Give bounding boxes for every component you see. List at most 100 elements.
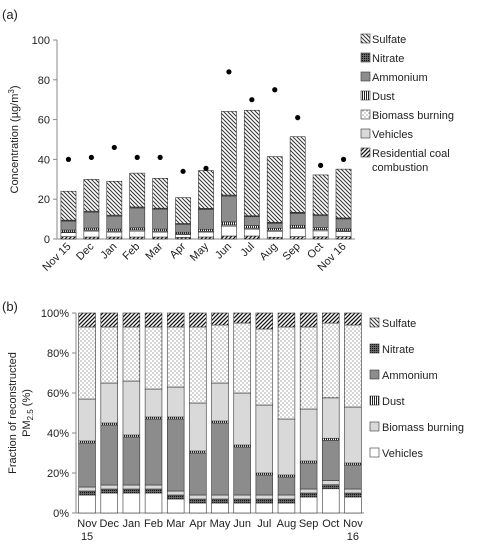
bar-segment-a-11-4 (312, 215, 329, 228)
bar-segment-b-6-0 (211, 502, 229, 514)
legend-label-b: Biomass burning (382, 422, 464, 434)
bar-segment-b-10-7 (299, 312, 318, 328)
x-tick-label-a: Sep (280, 241, 302, 263)
bar-segment-b-11-0 (322, 488, 340, 514)
bar-segment-b-10-0 (299, 496, 318, 514)
bar-segment-b-9-7 (277, 312, 296, 328)
bar-segment-a-9-6 (266, 156, 283, 223)
chart-b: (b) 0% 20% 40% 60% 80% 100% Fraction of reconst… (2, 299, 464, 543)
bar-segment-b-0-3 (78, 442, 96, 488)
bar-segment-b-3-6 (144, 326, 163, 390)
x-tick-label-a: Aug (258, 241, 280, 263)
bar-segment-a-10-4 (289, 213, 306, 226)
x-tick-label-b2: 16 (347, 531, 359, 543)
bar-segment-a-5-1 (175, 234, 191, 238)
bar-segment-b-12-6 (344, 324, 362, 408)
y-tick-label-a: 40 (38, 154, 50, 166)
bar-segment-b-2-6 (122, 326, 141, 382)
bar-segment-b-4-0 (166, 498, 185, 514)
bar-segment-b-1-0 (100, 492, 118, 514)
bar-segment-b-7-2 (233, 494, 251, 500)
legend-swatch-b (369, 369, 380, 380)
point-a-9 (272, 87, 278, 93)
bar-segment-b-7-7 (233, 312, 251, 324)
bar-segment-b-11-4 (322, 437, 340, 441)
bar-segment-a-12-4 (335, 218, 352, 230)
legend-swatch-b (369, 343, 380, 354)
bar-segment-b-7-0 (233, 502, 251, 514)
bar-segment-b-2-2 (122, 484, 141, 490)
bar-segment-a-7-4 (221, 195, 237, 223)
x-tick-label-b: Jul (257, 518, 271, 530)
y-axis-title-b: Fraction of reconstructed (7, 352, 19, 474)
panel-label-a: (a) (2, 7, 18, 22)
bar-segment-a-2-1 (106, 231, 123, 238)
legend-label-b: Vehicles (382, 448, 423, 460)
bar-segment-b-7-1 (233, 498, 251, 504)
bar-segment-a-8-1 (243, 228, 260, 237)
legend-label-b: Ammonium (382, 370, 438, 382)
bar-segment-b-8-2 (255, 494, 274, 500)
bar-segment-b-1-3 (100, 424, 118, 486)
bar-segment-b-8-7 (255, 312, 274, 330)
bar-segment-b-5-1 (189, 498, 207, 504)
bar-segment-b-11-3 (322, 439, 340, 481)
point-a-6 (203, 165, 209, 171)
bar-segment-a-3-4 (129, 207, 146, 229)
bar-segment-b-4-3 (166, 418, 185, 492)
bar-segment-b-0-5 (78, 398, 96, 442)
y-tick-label-a: 80 (38, 75, 50, 87)
bar-segment-a-9-1 (266, 230, 283, 238)
bar-segment-b-1-7 (100, 312, 118, 328)
point-a-2 (111, 144, 117, 151)
bar-segment-a-12-6 (335, 168, 352, 219)
legend-swatch-a (360, 109, 371, 120)
x-tick-label-a: Jan (98, 241, 119, 262)
bar-segment-a-1-6 (83, 179, 100, 212)
x-tick-label-a: Apr (168, 240, 189, 261)
bar-segment-b-1-1 (100, 488, 118, 494)
bar-segment-b-9-3 (277, 476, 296, 496)
bar-segment-a-10-0 (289, 236, 306, 240)
bar-segment-b-12-7 (344, 312, 362, 326)
bar-segment-b-5-5 (189, 402, 207, 452)
bar-segment-a-0-4 (60, 220, 77, 231)
legend-label-a: Ammonium (372, 72, 428, 84)
bar-segment-a-10-3 (289, 224, 306, 228)
point-a-10 (295, 115, 301, 121)
legend-label-a: Dust (372, 91, 395, 103)
bar-segment-a-1-1 (83, 230, 100, 238)
bar-segment-b-1-5 (100, 382, 118, 424)
bar-segment-b-9-1 (277, 498, 296, 504)
y-tick-label-b: 40% (47, 428, 69, 440)
bar-segment-b-11-7 (322, 312, 340, 324)
bar-segment-b-8-5 (255, 404, 274, 474)
bar-segment-b-12-0 (344, 496, 362, 514)
y-tick-label-b: 100% (41, 308, 69, 320)
point-a-12 (340, 156, 347, 162)
bar-segment-a-0-6 (60, 190, 77, 221)
bar-segment-b-5-0 (189, 502, 207, 514)
x-tick-label-a: Jun (213, 241, 234, 262)
bar-segment-a-2-4 (106, 215, 123, 230)
bar-segment-a-4-4 (152, 208, 169, 230)
panel-label-b: (b) (2, 299, 18, 314)
x-tick-label-a: Dec (74, 240, 97, 263)
bar-segment-b-10-2 (299, 488, 318, 494)
x-tick-label-b: Dec (99, 518, 119, 530)
bar-segment-a-2-6 (106, 180, 123, 216)
bar-segment-b-0-6 (78, 326, 96, 400)
x-tick-label-b2: 15 (81, 531, 93, 543)
y-tick-label-a: 0 (44, 234, 50, 246)
bar-segment-b-1-6 (100, 326, 118, 384)
legend-label-a: Nitrate (372, 53, 404, 65)
bar-segment-a-8-4 (243, 216, 260, 226)
x-tick-label-b: Nov (343, 518, 363, 530)
point-a-5 (180, 168, 186, 174)
x-tick-label-b: Oct (322, 518, 339, 530)
bar-segment-a-6-1 (198, 231, 214, 238)
legend-label-a: combustion (372, 162, 428, 174)
x-tick-label-b: Jun (233, 518, 251, 530)
bar-segment-b-2-5 (122, 380, 141, 436)
